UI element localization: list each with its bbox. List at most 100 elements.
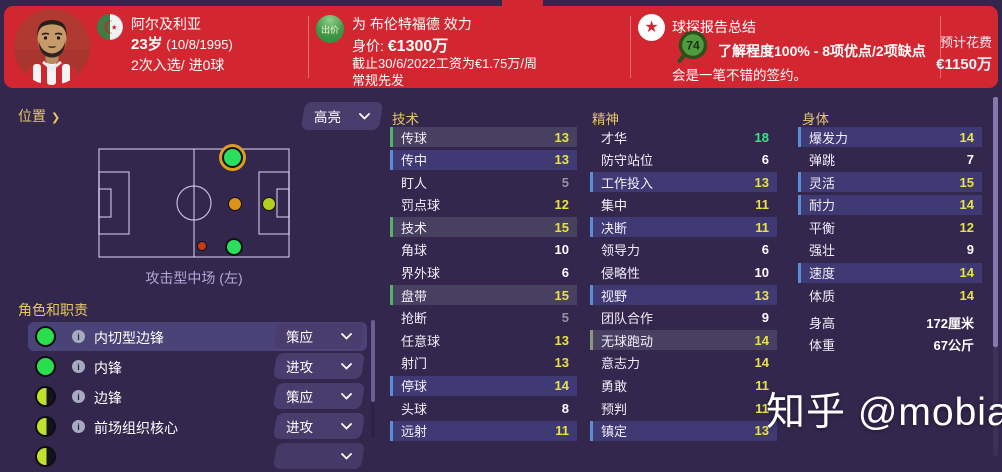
attribute-value: 7 (966, 152, 974, 168)
role-row[interactable]: i 内锋 进攻 (30, 352, 366, 382)
attribute-label: 停球 (401, 379, 428, 395)
attribute-row: 无球跑动 14 (590, 330, 777, 351)
selected-position-caption: 攻击型中场 (左) (145, 270, 243, 286)
attribute-row: 耐力 14 (798, 194, 982, 215)
attribute-row: 速度 14 (798, 262, 982, 283)
attribute-row: 盘带 15 (390, 285, 577, 306)
role-suitability-icon (35, 416, 56, 437)
attribute-row: 体重 67公斤 (798, 335, 982, 355)
attribute-row: 团队合作 9 (590, 308, 777, 328)
attribute-label: 预判 (601, 401, 628, 417)
attribute-value: 8 (561, 400, 569, 416)
scout-verdict: 会是一笔不错的签约。 (672, 68, 807, 83)
attribute-change-bar (590, 285, 593, 306)
chevron-down-icon (341, 392, 352, 400)
attribute-label: 传中 (401, 153, 428, 169)
attribute-value: 13 (554, 355, 569, 371)
attribute-value: 15 (959, 174, 974, 190)
attribute-value: 6 (761, 242, 769, 258)
chevron-down-icon (341, 422, 352, 430)
role-row[interactable]: i 前场组织核心 进攻 (30, 412, 366, 442)
role-row[interactable]: i (30, 442, 366, 472)
attribute-value: 14 (959, 197, 974, 213)
attribute-value: 9 (761, 310, 769, 326)
attribute-value: 11 (755, 219, 769, 235)
attribute-value: 11 (755, 197, 769, 213)
attribute-label: 防守站位 (601, 153, 654, 169)
attribute-value: 172厘米 (926, 315, 974, 331)
position-dot[interactable] (197, 241, 207, 251)
duty-dropdown[interactable]: 进攻 (272, 413, 366, 439)
chevron-down-icon (341, 452, 352, 460)
attribute-value: 13 (554, 152, 569, 168)
position-section-label[interactable]: 位置 ❯ (18, 108, 61, 124)
attribute-value: 13 (554, 129, 569, 145)
attribute-row: 身高 172厘米 (798, 312, 982, 332)
duty-dropdown[interactable]: 策应 (272, 323, 366, 349)
attribute-row: 意志力 14 (590, 353, 777, 373)
player-photo (14, 9, 90, 85)
attribute-label: 团队合作 (601, 311, 654, 327)
highlight-dropdown[interactable]: 高亮 (300, 102, 384, 130)
attribute-value: 10 (754, 265, 769, 281)
info-icon[interactable]: i (72, 360, 85, 373)
attribute-label: 体质 (809, 288, 836, 304)
attribute-label: 领导力 (601, 243, 641, 259)
attribute-value: 18 (754, 129, 769, 145)
position-dot[interactable] (225, 238, 243, 256)
attribute-value: 13 (754, 287, 769, 303)
attribute-label: 意志力 (601, 356, 641, 372)
chevron-down-icon (341, 332, 352, 340)
attribute-row: 体质 14 (798, 285, 982, 305)
main-scrollbar-thumb[interactable] (993, 97, 998, 347)
role-row[interactable]: i 边锋 策应 (30, 382, 366, 412)
duty-dropdown[interactable] (272, 443, 366, 469)
attribute-change-bar (390, 285, 393, 306)
info-icon[interactable]: i (72, 330, 85, 343)
header-divider (308, 16, 309, 78)
watermark: 知乎 @mobias (766, 391, 1002, 434)
roles-scrollbar[interactable] (371, 320, 375, 438)
header-divider (630, 16, 631, 78)
player-age: 23岁 (10/8/1995) (131, 36, 233, 53)
info-icon[interactable]: i (72, 390, 85, 403)
attribute-row: 抢断 5 (390, 308, 577, 328)
duty-dropdown[interactable]: 进攻 (272, 353, 366, 379)
cost-value: €1150万 (936, 56, 992, 73)
attribute-label: 罚点球 (401, 198, 441, 214)
info-icon[interactable]: i (72, 420, 85, 433)
bid-button[interactable]: 出价 (316, 15, 344, 43)
attribute-row: 罚点球 12 (390, 195, 577, 215)
position-dot[interactable] (262, 197, 276, 211)
mental-header: 精神 (592, 112, 619, 127)
attribute-row: 传中 13 (390, 149, 577, 170)
roles-list: i 内切型边锋 策应 i 内锋 进攻 i 边锋 策应 (28, 322, 367, 472)
attribute-label: 平衡 (809, 220, 836, 236)
physical-column: 爆发力 14 弹跳 7 灵活 15 耐力 14 平衡 12 强壮 9 速度 14… (798, 127, 982, 357)
position-dot[interactable] (228, 197, 242, 211)
attribute-row: 远射 11 (390, 420, 577, 441)
attribute-row: 灵活 15 (798, 172, 982, 193)
position-dot-selected[interactable] (222, 147, 243, 168)
attribute-change-bar (590, 420, 593, 441)
attribute-value: 11 (755, 400, 769, 416)
attribute-value: 6 (561, 265, 569, 281)
wage-line: 截止30/6/2022工资为€1.75万/周 (352, 56, 537, 71)
attribute-label: 角球 (401, 243, 428, 259)
attribute-label: 技术 (401, 220, 428, 236)
role-row[interactable]: i 内切型边锋 策应 (28, 322, 367, 352)
main-scrollbar[interactable] (993, 97, 998, 456)
attribute-label: 强壮 (809, 243, 836, 259)
duty-dropdown[interactable]: 策应 (272, 383, 366, 409)
attribute-value: 14 (959, 265, 974, 281)
attribute-value: 9 (966, 242, 974, 258)
attribute-row: 勇敢 11 (590, 376, 777, 396)
attribute-label: 盘带 (401, 288, 428, 304)
attribute-change-bar (798, 262, 801, 283)
role-suitability-icon (35, 446, 56, 467)
attribute-label: 决断 (601, 220, 628, 236)
top-tab-remnant (502, 0, 543, 8)
attribute-change-bar (590, 217, 593, 238)
roles-scrollbar-thumb[interactable] (371, 320, 375, 402)
role-name: 内切型边锋 (94, 330, 164, 346)
